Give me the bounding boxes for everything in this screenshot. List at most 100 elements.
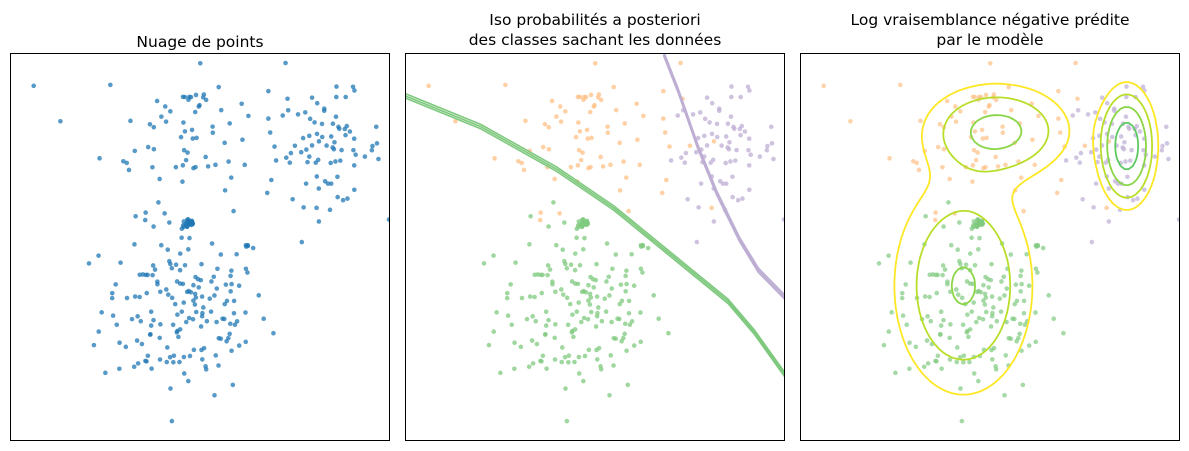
data-point-class-0 bbox=[974, 289, 980, 295]
data-point-class-0 bbox=[581, 315, 587, 321]
data-point-class-0 bbox=[551, 200, 556, 205]
data-point-class-1 bbox=[940, 164, 945, 170]
data-point-class-0 bbox=[1001, 274, 1007, 280]
data-point-class-2 bbox=[714, 121, 720, 127]
data-point bbox=[266, 88, 271, 94]
data-point bbox=[186, 315, 192, 321]
data-point-class-2 bbox=[1134, 123, 1140, 129]
data-point-class-0 bbox=[631, 343, 637, 348]
data-point-class-2 bbox=[1080, 196, 1085, 202]
data-point-class-0 bbox=[623, 289, 628, 294]
data-point-class-1 bbox=[426, 83, 431, 89]
data-point-class-1 bbox=[898, 82, 903, 88]
data-point-class-2 bbox=[702, 116, 708, 122]
data-point-class-2 bbox=[1124, 94, 1129, 100]
data-point-class-1 bbox=[1056, 88, 1061, 94]
data-point-class-0 bbox=[588, 295, 594, 300]
data-point-class-0 bbox=[954, 359, 960, 365]
data-point-class-1 bbox=[492, 156, 497, 161]
data-point-class-1 bbox=[580, 150, 585, 155]
data-point bbox=[209, 279, 214, 284]
data-point bbox=[322, 178, 328, 184]
data-point-class-1 bbox=[589, 135, 594, 141]
data-point-class-0 bbox=[982, 302, 988, 307]
data-point bbox=[197, 60, 203, 66]
iso-probability-line-class-0 bbox=[405, 94, 785, 376]
data-point-class-2 bbox=[707, 120, 712, 125]
data-point-class-0 bbox=[989, 357, 995, 362]
data-point bbox=[212, 293, 217, 298]
data-point bbox=[180, 281, 186, 287]
data-point-class-0 bbox=[574, 309, 580, 314]
data-point-class-2 bbox=[1073, 155, 1079, 160]
data-point bbox=[109, 290, 115, 296]
data-point bbox=[195, 276, 201, 282]
data-point-class-0 bbox=[1046, 293, 1052, 298]
data-point-class-1 bbox=[1032, 162, 1038, 168]
data-point bbox=[333, 114, 339, 120]
data-point-class-0 bbox=[622, 331, 627, 337]
data-point-class-1 bbox=[972, 129, 978, 134]
chart-title-posterior: Iso probabilités a posteriori des classe… bbox=[468, 11, 722, 49]
data-point-class-1 bbox=[993, 154, 998, 160]
data-point bbox=[250, 245, 256, 251]
data-point bbox=[370, 143, 375, 149]
data-point-class-2 bbox=[747, 88, 752, 93]
data-point bbox=[327, 207, 333, 213]
data-point-class-1 bbox=[1018, 175, 1024, 180]
data-point-class-0 bbox=[1033, 339, 1039, 345]
data-point-class-2 bbox=[1124, 84, 1129, 89]
data-point bbox=[181, 120, 186, 125]
data-point-class-0 bbox=[980, 316, 986, 322]
data-point-class-2 bbox=[1126, 124, 1131, 130]
data-point bbox=[213, 353, 219, 358]
data-point-class-0 bbox=[656, 316, 661, 322]
data-point-class-0 bbox=[947, 357, 953, 362]
data-point-class-2 bbox=[704, 95, 710, 100]
data-point-class-0 bbox=[491, 329, 497, 334]
data-point bbox=[113, 282, 118, 287]
data-point bbox=[307, 116, 313, 122]
data-point-class-1 bbox=[617, 188, 623, 193]
data-point-class-2 bbox=[739, 123, 745, 129]
data-point-class-2 bbox=[1122, 140, 1127, 145]
data-point-class-1 bbox=[453, 119, 458, 124]
data-point bbox=[201, 305, 206, 310]
data-point bbox=[204, 318, 210, 324]
data-point-class-0 bbox=[1013, 282, 1019, 287]
data-point bbox=[187, 235, 192, 241]
data-point-class-1 bbox=[523, 118, 528, 124]
data-point bbox=[197, 102, 202, 108]
data-point-class-2 bbox=[729, 94, 734, 100]
data-point bbox=[312, 120, 317, 125]
data-point bbox=[177, 251, 183, 256]
data-point-class-0 bbox=[596, 305, 601, 310]
data-point-class-1 bbox=[598, 154, 603, 160]
data-point-class-1 bbox=[634, 101, 639, 107]
data-point-class-0 bbox=[626, 298, 632, 304]
data-point bbox=[185, 150, 190, 155]
data-point-class-0 bbox=[1002, 293, 1007, 298]
data-point-class-0 bbox=[899, 290, 905, 296]
data-point-class-2 bbox=[1097, 116, 1103, 122]
data-point bbox=[184, 289, 190, 295]
data-point-class-2 bbox=[678, 155, 684, 160]
data-point-class-2 bbox=[1093, 181, 1099, 186]
data-point-class-0 bbox=[622, 321, 628, 327]
data-point bbox=[306, 133, 312, 139]
data-point bbox=[324, 143, 329, 148]
data-point-class-2 bbox=[1118, 134, 1124, 139]
data-point-class-2 bbox=[745, 84, 751, 90]
data-point-class-1 bbox=[952, 104, 958, 109]
data-point-class-0 bbox=[566, 359, 571, 365]
data-point bbox=[132, 148, 138, 154]
data-point bbox=[227, 331, 232, 337]
data-point bbox=[148, 309, 154, 315]
data-point bbox=[309, 95, 315, 100]
data-point-class-2 bbox=[1109, 134, 1115, 140]
data-point-class-0 bbox=[505, 313, 511, 318]
data-point-class-0 bbox=[1021, 298, 1027, 304]
data-point bbox=[314, 131, 320, 137]
data-point-class-0 bbox=[994, 318, 1000, 324]
data-point-class-0 bbox=[594, 261, 599, 267]
